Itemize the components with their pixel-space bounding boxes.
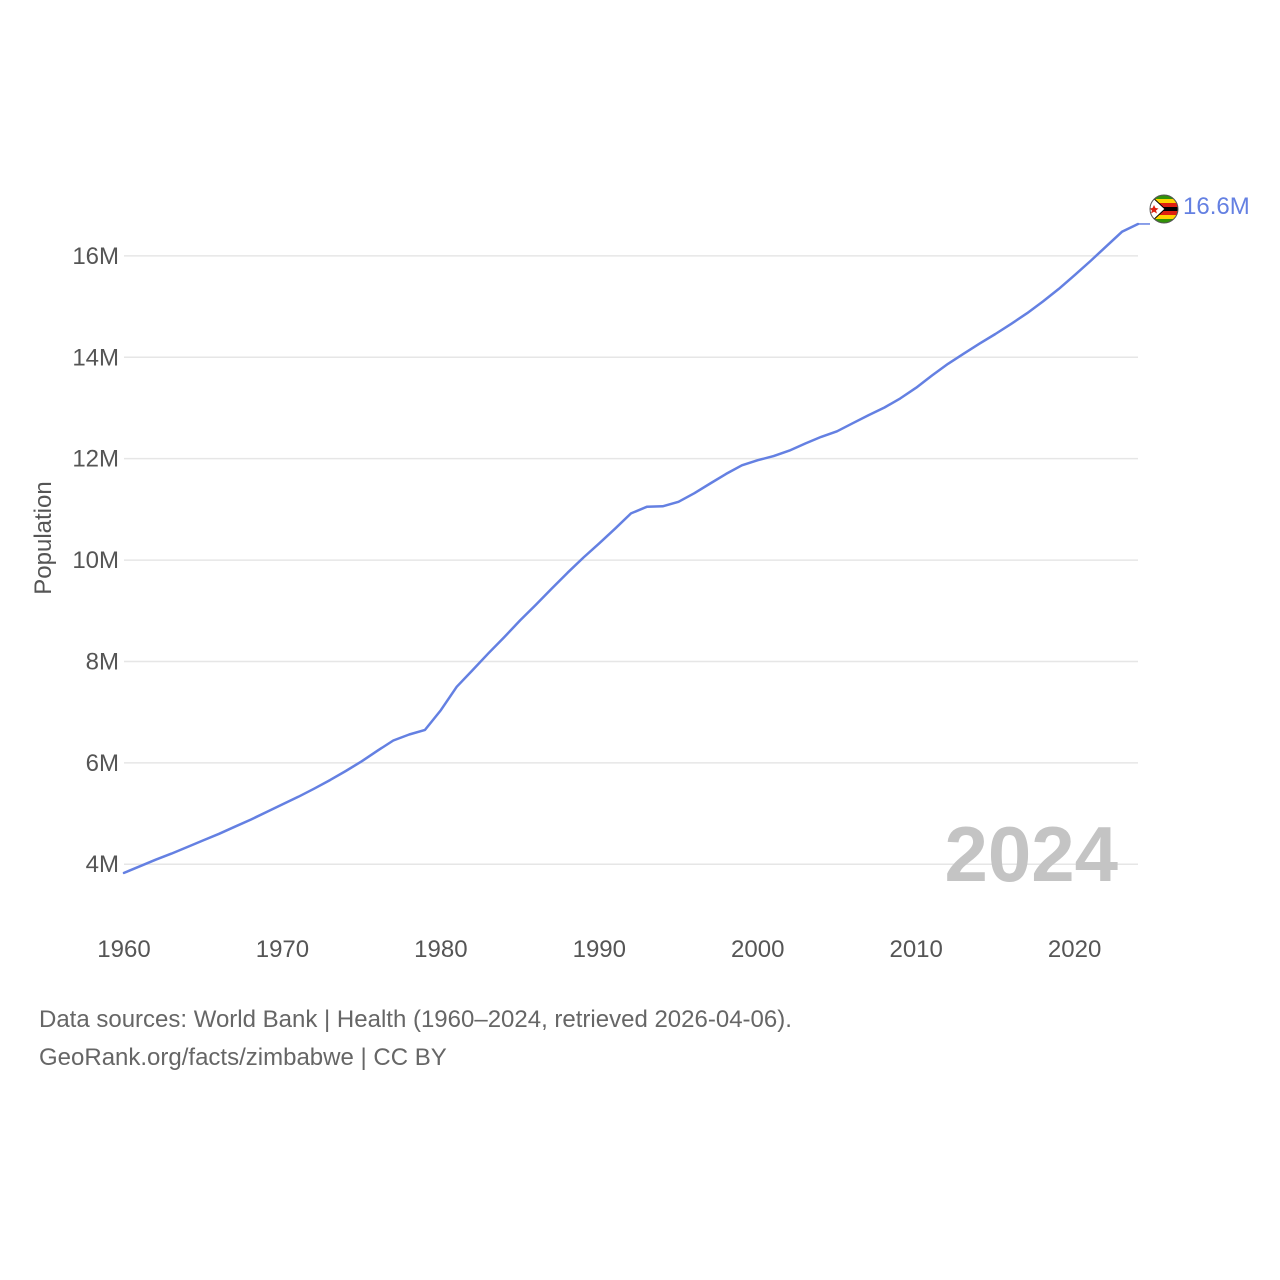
series-group: [122, 222, 1150, 875]
end-value-label: 16.6M: [1183, 193, 1250, 220]
y-tick-label: 16M: [72, 243, 119, 270]
y-tick-label: 14M: [72, 344, 119, 371]
x-tick-label: 2020: [1048, 936, 1101, 963]
y-axis: 4M 6M 8M 10M 12M 14M 16M: [72, 243, 119, 878]
y-tick-label: 6M: [86, 750, 119, 777]
y-tick-label: 12M: [72, 446, 119, 473]
grid-lines: [124, 255, 1138, 865]
y-tick-label: 10M: [72, 547, 119, 574]
y-tick-label: 8M: [86, 648, 119, 675]
y-axis-title: Population: [30, 481, 57, 594]
attribution-text: GeoRank.org/facts/zimbabwe | CC BY: [39, 1044, 447, 1071]
x-tick-label: 1990: [573, 936, 626, 963]
x-tick-label: 1970: [256, 936, 309, 963]
x-tick-label: 2010: [889, 936, 942, 963]
source-text: Data sources: World Bank | Health (1960–…: [39, 1006, 792, 1033]
y-tick-label: 4M: [86, 851, 119, 878]
x-tick-label: 2000: [731, 936, 784, 963]
series-line: [122, 222, 1140, 875]
year-label: 2024: [944, 810, 1118, 898]
x-tick-label: 1980: [414, 936, 467, 963]
x-axis: 1960 1970 1980 1990 2000 2010 2020: [97, 936, 1101, 963]
x-tick-label: 1960: [97, 936, 150, 963]
zimbabwe-flag-icon: [1149, 194, 1179, 224]
